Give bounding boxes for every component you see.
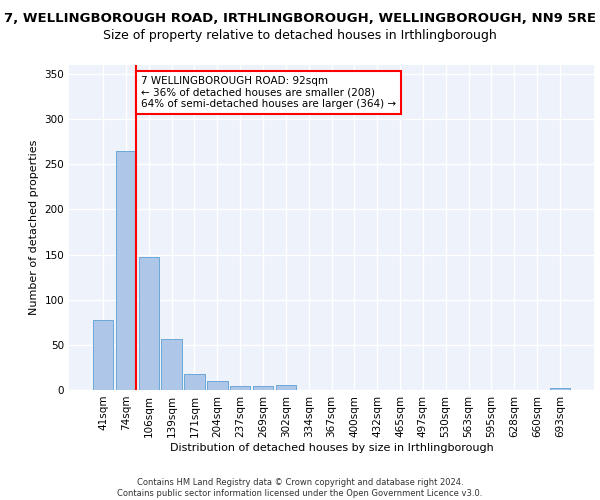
Bar: [253, 386, 273, 390]
Bar: [230, 386, 250, 390]
Bar: [275, 386, 296, 390]
Text: Contains HM Land Registry data © Crown copyright and database right 2024.
Contai: Contains HM Land Registry data © Crown c…: [118, 478, 482, 498]
Bar: [550, 388, 570, 390]
Bar: [184, 374, 205, 390]
Bar: [207, 381, 227, 390]
Text: 7 WELLINGBOROUGH ROAD: 92sqm
← 36% of detached houses are smaller (208)
64% of s: 7 WELLINGBOROUGH ROAD: 92sqm ← 36% of de…: [141, 76, 396, 109]
Y-axis label: Number of detached properties: Number of detached properties: [29, 140, 39, 315]
Bar: [161, 340, 182, 390]
Text: 7, WELLINGBOROUGH ROAD, IRTHLINGBOROUGH, WELLINGBOROUGH, NN9 5RE: 7, WELLINGBOROUGH ROAD, IRTHLINGBOROUGH,…: [4, 12, 596, 26]
X-axis label: Distribution of detached houses by size in Irthlingborough: Distribution of detached houses by size …: [170, 442, 493, 452]
Bar: [93, 320, 113, 390]
Text: Size of property relative to detached houses in Irthlingborough: Size of property relative to detached ho…: [103, 29, 497, 42]
Bar: [139, 258, 159, 390]
Bar: [116, 151, 136, 390]
